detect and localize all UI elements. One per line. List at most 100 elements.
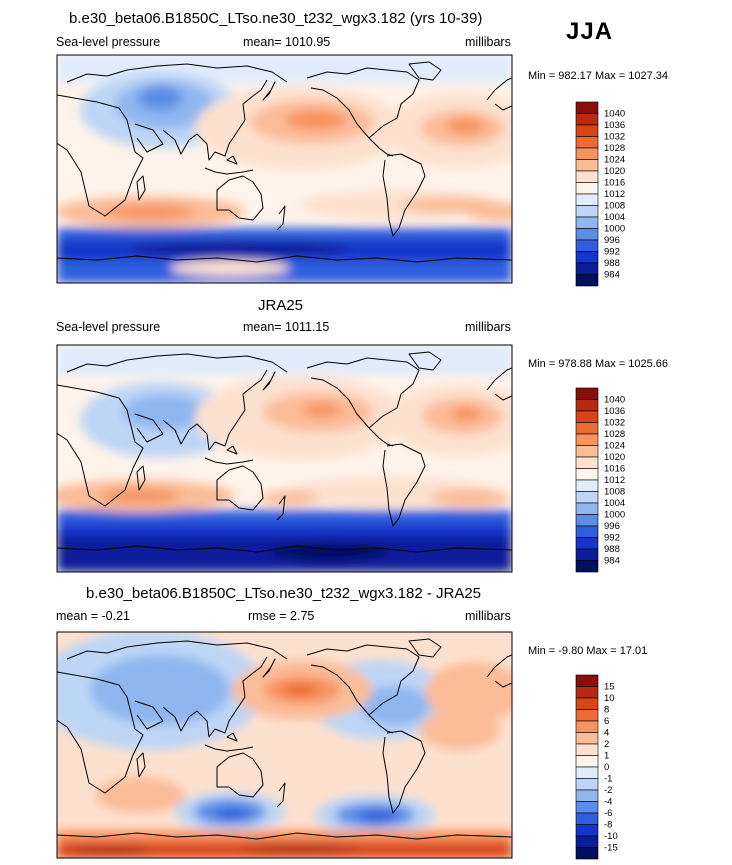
colorbar-swatch: [575, 239, 599, 252]
colorbar-tick-label: 988: [604, 544, 620, 555]
colorbar-swatch: [575, 193, 599, 206]
colorbar-tick-label: -2: [604, 785, 612, 796]
colorbar-swatch: [575, 101, 599, 114]
colorbar-tick-label: 4: [604, 728, 609, 739]
colorbar-tick-label: 1008: [604, 487, 625, 498]
colorbar-tick-label: 1020: [604, 166, 625, 177]
colorbar-swatch: [575, 182, 599, 195]
colorbar-swatch: [575, 732, 599, 745]
colorbar-swatch: [575, 847, 599, 860]
colorbar-tick-label: 6: [604, 716, 609, 727]
colorbar-swatch: [575, 445, 599, 458]
colorbar-tick-label: -10: [604, 831, 618, 842]
colorbar-swatch: [575, 514, 599, 527]
panel-1-units-label: millibars: [465, 35, 511, 49]
colorbar-tick-label: 1012: [604, 475, 625, 486]
colorbar-tick-label: 1036: [604, 120, 625, 131]
colorbar-swatch: [575, 170, 599, 183]
colorbar-tick-label: 10: [604, 693, 615, 704]
panel-1-title: b.e30_beta06.B1850C_LTso.ne30_t232_wgx3.…: [69, 10, 483, 27]
colorbar-tick-label: 0: [604, 762, 609, 773]
panel-2-minmax: Min = 978.88 Max = 1025.66: [528, 358, 669, 370]
colorbar-tick-label: 992: [604, 533, 620, 544]
colorbar-swatch: [575, 216, 599, 229]
panel-2-mean-label: mean= 1011.15: [243, 320, 330, 334]
panel-2-variable-label: Sea-level pressure: [56, 320, 161, 334]
colorbar-tick-label: 1012: [604, 189, 625, 200]
colorbar-swatch: [575, 537, 599, 550]
colorbar-tick-label: -1: [604, 774, 612, 785]
colorbar-swatch: [575, 468, 599, 481]
colorbar-swatch: [575, 766, 599, 779]
colorbar-tick-label: 996: [604, 235, 620, 246]
colorbar-swatch: [575, 124, 599, 137]
colorbar-swatch: [575, 548, 599, 561]
panel-1-variable-label: Sea-level pressure: [56, 35, 161, 49]
colorbar-tick-label: 1016: [604, 178, 625, 189]
panel-3-mean-label: mean = -0.21: [56, 609, 131, 623]
colorbar-tick-label: 1: [604, 751, 609, 762]
colorbar-swatch: [575, 159, 599, 172]
map-panel-1: [56, 54, 513, 284]
map-panel-2: [56, 344, 513, 573]
colorbar-tick-label: 1028: [604, 429, 625, 440]
colorbar-swatch: [575, 801, 599, 814]
colorbar-tick-label: 1028: [604, 143, 625, 154]
panel-3-units-label: millibars: [465, 609, 511, 623]
colorbar-tick-label: 988: [604, 258, 620, 269]
colorbar-tick-label: 996: [604, 521, 620, 532]
colorbar-tick-label: 1000: [604, 224, 625, 235]
colorbar-swatch: [575, 387, 599, 400]
colorbar-swatch: [575, 399, 599, 412]
colorbar-tick-label: -15: [604, 843, 618, 854]
colorbar-tick-label: 1036: [604, 406, 625, 417]
map-panel-3: [56, 631, 513, 859]
colorbar-swatch: [575, 743, 599, 756]
panel-1-mean-label: mean= 1010.95: [243, 35, 331, 49]
colorbar-swatch: [575, 113, 599, 126]
colorbar-tick-label: 1024: [604, 155, 625, 166]
colorbar-tick-label: 1004: [604, 498, 625, 509]
colorbar-swatch: [575, 251, 599, 264]
colorbar-tick-label: 1004: [604, 212, 625, 223]
colorbar-swatch: [575, 686, 599, 699]
colorbar-swatch: [575, 410, 599, 423]
colorbar-swatch: [575, 697, 599, 710]
colorbar-swatch: [575, 502, 599, 515]
colorbar-tick-label: 1020: [604, 452, 625, 463]
panel-3-title: b.e30_beta06.B1850C_LTso.ne30_t232_wgx3.…: [86, 585, 482, 602]
panel-1-minmax: Min = 982.17 Max = 1027.34: [528, 70, 669, 82]
colorbar-swatch: [575, 560, 599, 573]
colorbar-tick-label: 1032: [604, 418, 625, 429]
colorbar-tick-label: 2: [604, 739, 609, 750]
colorbar-swatch: [575, 812, 599, 825]
colorbar-tick-label: -8: [604, 820, 612, 831]
colorbar-tick-label: 984: [604, 270, 620, 281]
colorbar-tick-label: 984: [604, 556, 620, 567]
colorbar-tick-label: 1040: [604, 109, 625, 120]
colorbar-swatch: [575, 136, 599, 149]
colorbar-swatch: [575, 479, 599, 492]
colorbar-swatch: [575, 456, 599, 469]
colorbar-swatch: [575, 674, 599, 687]
colorbar-swatch: [575, 709, 599, 722]
colorbar-tick-label: -4: [604, 797, 612, 808]
colorbar-swatch: [575, 525, 599, 538]
colorbar-tick-label: 1024: [604, 441, 625, 452]
colorbar-tick-label: 1032: [604, 132, 625, 143]
colorbar-tick-label: 1040: [604, 395, 625, 406]
colorbar-swatch: [575, 720, 599, 733]
colorbar-tick-label: 992: [604, 247, 620, 258]
colorbar-swatch: [575, 262, 599, 275]
colorbar-swatch: [575, 755, 599, 768]
colorbar-swatch: [575, 147, 599, 160]
colorbar-swatch: [575, 491, 599, 504]
season-label: JJA: [566, 18, 614, 45]
colorbar-panel-1: 1040103610321028102410201016101210081004…: [575, 101, 625, 287]
colorbar-tick-label: 8: [604, 705, 609, 716]
colorbar-swatch: [575, 433, 599, 446]
colorbar-swatch: [575, 205, 599, 218]
colorbar-tick-label: 1000: [604, 510, 625, 521]
colorbar-swatch: [575, 778, 599, 791]
